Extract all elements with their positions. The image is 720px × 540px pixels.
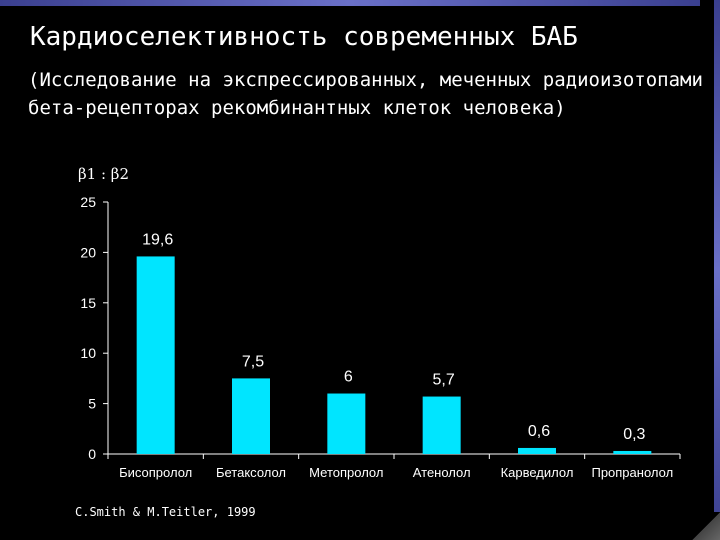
bar-4 <box>422 396 461 454</box>
data-label: 0,6 <box>528 423 550 440</box>
x-tick-label: Бетаксолол <box>216 465 286 480</box>
ratio-text: β1 : β2 <box>78 165 130 183</box>
y-tick-label: 20 <box>80 244 96 260</box>
x-tick-label: Бисопролол <box>119 465 192 480</box>
x-tick-label: Карведилол <box>501 465 574 480</box>
slide-subtitle: (Исследование на экспрессированных, мече… <box>28 69 703 119</box>
bar-2 <box>232 378 270 454</box>
data-label: 19,6 <box>142 231 173 248</box>
slide-title: Кардиоселективность современных БАБ <box>30 22 578 52</box>
bar-1 <box>136 256 175 454</box>
frame-right-border <box>714 0 720 540</box>
bar-3 <box>327 393 366 454</box>
y-tick-label: 5 <box>88 396 96 412</box>
corner-decoration <box>692 512 720 540</box>
bar-5 <box>518 447 556 454</box>
x-tick-label: Метопролол <box>309 465 383 480</box>
y-tick-label: 25 <box>80 194 96 210</box>
data-label: 5,7 <box>433 372 455 389</box>
data-label: 0,3 <box>623 426 645 443</box>
x-tick-label: Атенолол <box>413 465 471 480</box>
y-tick-label: 15 <box>80 295 96 311</box>
y-tick-label: 0 <box>88 446 96 462</box>
x-tick-label: Пропранолол <box>591 465 673 480</box>
source-credit: C.Smith & M.Teitler, 1999 <box>75 505 256 519</box>
y-axis-ratio-label: β1 : β2 <box>78 165 129 183</box>
y-tick-label: 10 <box>80 345 96 361</box>
data-label: 6 <box>344 369 353 386</box>
data-label: 7,5 <box>242 353 264 370</box>
frame-top-border <box>0 0 700 6</box>
bar-6 <box>613 450 652 454</box>
